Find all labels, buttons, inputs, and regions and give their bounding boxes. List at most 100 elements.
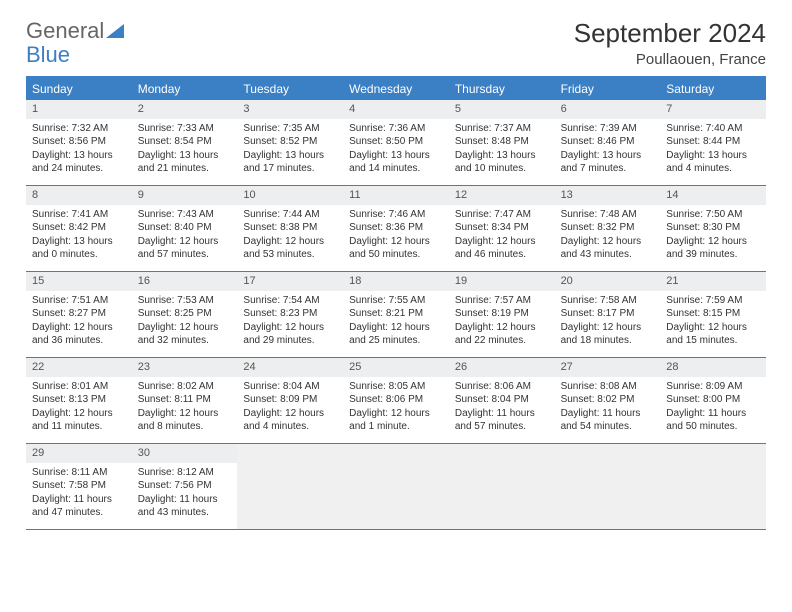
day-cell: 28Sunrise: 8:09 AMSunset: 8:00 PMDayligh…	[660, 358, 766, 444]
day-cell: 13Sunrise: 7:48 AMSunset: 8:32 PMDayligh…	[555, 186, 661, 272]
day-cell: 14Sunrise: 7:50 AMSunset: 8:30 PMDayligh…	[660, 186, 766, 272]
daylight-line-2: and 14 minutes.	[343, 162, 449, 176]
sunrise-line: Sunrise: 7:37 AM	[449, 122, 555, 136]
sunset-line: Sunset: 8:36 PM	[343, 221, 449, 235]
daylight-line-1: Daylight: 12 hours	[237, 321, 343, 335]
sunrise-line: Sunrise: 8:01 AM	[26, 380, 132, 394]
daylight-line-1: Daylight: 12 hours	[660, 321, 766, 335]
sunrise-line: Sunrise: 8:08 AM	[555, 380, 661, 394]
daylight-line-2: and 0 minutes.	[26, 248, 132, 262]
daylight-line-2: and 4 minutes.	[237, 420, 343, 434]
sunrise-line: Sunrise: 7:41 AM	[26, 208, 132, 222]
day-cell: 30Sunrise: 8:12 AMSunset: 7:56 PMDayligh…	[132, 444, 238, 530]
daylight-line-2: and 36 minutes.	[26, 334, 132, 348]
day-cell: 25Sunrise: 8:05 AMSunset: 8:06 PMDayligh…	[343, 358, 449, 444]
day-number: 8	[26, 186, 132, 205]
day-cell: 2Sunrise: 7:33 AMSunset: 8:54 PMDaylight…	[132, 100, 238, 186]
sunrise-line: Sunrise: 8:02 AM	[132, 380, 238, 394]
daylight-line-2: and 46 minutes.	[449, 248, 555, 262]
daylight-line-1: Daylight: 12 hours	[343, 235, 449, 249]
daylight-line-2: and 54 minutes.	[555, 420, 661, 434]
day-number: 4	[343, 100, 449, 119]
sunset-line: Sunset: 8:23 PM	[237, 307, 343, 321]
day-cell: 6Sunrise: 7:39 AMSunset: 8:46 PMDaylight…	[555, 100, 661, 186]
day-number: 14	[660, 186, 766, 205]
sunset-line: Sunset: 8:34 PM	[449, 221, 555, 235]
daylight-line-2: and 7 minutes.	[555, 162, 661, 176]
calendar-grid: SundayMondayTuesdayWednesdayThursdayFrid…	[26, 76, 766, 530]
daylight-line-2: and 53 minutes.	[237, 248, 343, 262]
day-header: Saturday	[660, 78, 766, 100]
daylight-line-2: and 57 minutes.	[449, 420, 555, 434]
daylight-line-1: Daylight: 12 hours	[237, 407, 343, 421]
sunrise-line: Sunrise: 7:39 AM	[555, 122, 661, 136]
day-cell: 9Sunrise: 7:43 AMSunset: 8:40 PMDaylight…	[132, 186, 238, 272]
daylight-line-2: and 4 minutes.	[660, 162, 766, 176]
daylight-line-1: Daylight: 11 hours	[26, 493, 132, 507]
sunrise-line: Sunrise: 7:32 AM	[26, 122, 132, 136]
sunset-line: Sunset: 8:25 PM	[132, 307, 238, 321]
day-number: 23	[132, 358, 238, 377]
sunset-line: Sunset: 8:42 PM	[26, 221, 132, 235]
daylight-line-1: Daylight: 13 hours	[26, 235, 132, 249]
sunrise-line: Sunrise: 7:48 AM	[555, 208, 661, 222]
daylight-line-2: and 24 minutes.	[26, 162, 132, 176]
sunset-line: Sunset: 8:38 PM	[237, 221, 343, 235]
day-number: 19	[449, 272, 555, 291]
daylight-line-1: Daylight: 12 hours	[132, 407, 238, 421]
sunset-line: Sunset: 8:50 PM	[343, 135, 449, 149]
daylight-line-1: Daylight: 13 hours	[660, 149, 766, 163]
daylight-line-2: and 1 minute.	[343, 420, 449, 434]
daylight-line-2: and 39 minutes.	[660, 248, 766, 262]
sunrise-line: Sunrise: 7:50 AM	[660, 208, 766, 222]
daylight-line-1: Daylight: 12 hours	[132, 321, 238, 335]
daylight-line-2: and 50 minutes.	[343, 248, 449, 262]
sunrise-line: Sunrise: 7:43 AM	[132, 208, 238, 222]
sunset-line: Sunset: 8:44 PM	[660, 135, 766, 149]
sunrise-line: Sunrise: 7:58 AM	[555, 294, 661, 308]
day-header: Thursday	[449, 78, 555, 100]
sunset-line: Sunset: 8:27 PM	[26, 307, 132, 321]
day-number: 21	[660, 272, 766, 291]
logo-text-1: General	[26, 18, 104, 44]
sunrise-line: Sunrise: 7:47 AM	[449, 208, 555, 222]
sunset-line: Sunset: 7:56 PM	[132, 479, 238, 493]
daylight-line-1: Daylight: 13 hours	[555, 149, 661, 163]
day-cell: 26Sunrise: 8:06 AMSunset: 8:04 PMDayligh…	[449, 358, 555, 444]
daylight-line-1: Daylight: 13 hours	[237, 149, 343, 163]
sunrise-line: Sunrise: 7:55 AM	[343, 294, 449, 308]
sunset-line: Sunset: 8:32 PM	[555, 221, 661, 235]
daylight-line-2: and 50 minutes.	[660, 420, 766, 434]
empty-cell	[343, 444, 449, 530]
sunrise-line: Sunrise: 7:36 AM	[343, 122, 449, 136]
sunrise-line: Sunrise: 7:53 AM	[132, 294, 238, 308]
sunrise-line: Sunrise: 8:09 AM	[660, 380, 766, 394]
daylight-line-1: Daylight: 12 hours	[26, 321, 132, 335]
daylight-line-1: Daylight: 12 hours	[555, 235, 661, 249]
day-number: 20	[555, 272, 661, 291]
daylight-line-2: and 43 minutes.	[132, 506, 238, 520]
sunrise-line: Sunrise: 7:51 AM	[26, 294, 132, 308]
day-cell: 29Sunrise: 8:11 AMSunset: 7:58 PMDayligh…	[26, 444, 132, 530]
sunrise-line: Sunrise: 7:57 AM	[449, 294, 555, 308]
day-header: Friday	[555, 78, 661, 100]
day-number: 1	[26, 100, 132, 119]
day-cell: 19Sunrise: 7:57 AMSunset: 8:19 PMDayligh…	[449, 272, 555, 358]
sunset-line: Sunset: 8:30 PM	[660, 221, 766, 235]
sunrise-line: Sunrise: 7:59 AM	[660, 294, 766, 308]
daylight-line-2: and 47 minutes.	[26, 506, 132, 520]
daylight-line-1: Daylight: 12 hours	[26, 407, 132, 421]
logo-triangle-icon	[106, 24, 124, 38]
day-number: 26	[449, 358, 555, 377]
sunset-line: Sunset: 8:02 PM	[555, 393, 661, 407]
day-number: 2	[132, 100, 238, 119]
day-header: Wednesday	[343, 78, 449, 100]
sunrise-line: Sunrise: 7:35 AM	[237, 122, 343, 136]
day-cell: 17Sunrise: 7:54 AMSunset: 8:23 PMDayligh…	[237, 272, 343, 358]
day-cell: 27Sunrise: 8:08 AMSunset: 8:02 PMDayligh…	[555, 358, 661, 444]
sunset-line: Sunset: 8:52 PM	[237, 135, 343, 149]
day-number: 27	[555, 358, 661, 377]
sunrise-line: Sunrise: 7:40 AM	[660, 122, 766, 136]
daylight-line-2: and 10 minutes.	[449, 162, 555, 176]
month-title: September 2024	[574, 18, 766, 49]
